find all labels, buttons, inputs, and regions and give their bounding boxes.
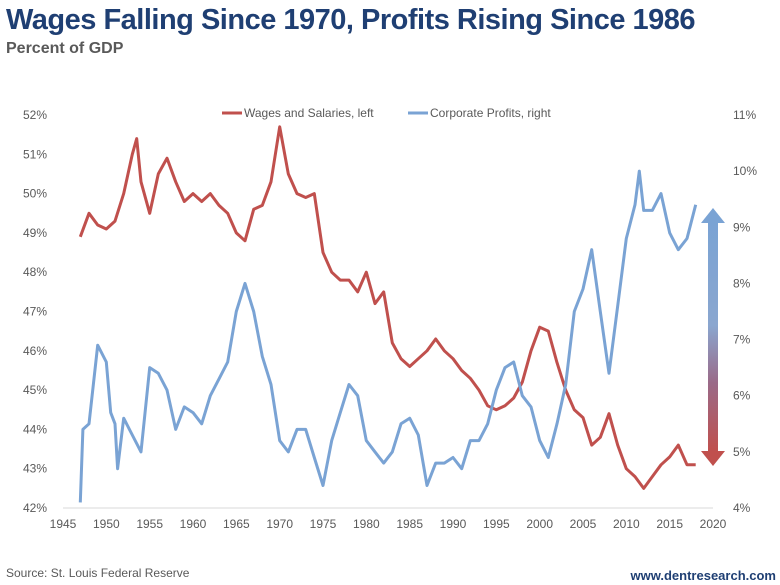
- y-right-tick-label: 9%: [733, 220, 751, 234]
- legend-label-wages: Wages and Salaries, left: [244, 106, 374, 120]
- source-note: Source: St. Louis Federal Reserve: [6, 566, 190, 580]
- chart-title: Wages Falling Since 1970, Profits Rising…: [6, 4, 696, 36]
- y-left-tick-label: 45%: [23, 383, 47, 397]
- y-left-tick-label: 43%: [23, 462, 47, 476]
- y-left-tick-label: 48%: [23, 265, 47, 279]
- x-tick-label: 1965: [223, 517, 250, 531]
- x-tick-label: 1990: [440, 517, 467, 531]
- y-left-tick-label: 52%: [23, 108, 47, 122]
- series-line-profits: [78, 169, 698, 503]
- y-left-tick-label: 49%: [23, 226, 47, 240]
- x-tick-label: 2000: [526, 517, 553, 531]
- arrow-head-down: [701, 451, 725, 466]
- y-left-tick-label: 44%: [23, 422, 47, 436]
- y-right-tick-label: 11%: [733, 108, 756, 122]
- x-tick-label: 1970: [266, 517, 293, 531]
- y-right-tick-label: 6%: [733, 389, 751, 403]
- y-left-tick-label: 42%: [23, 501, 47, 515]
- y-right-tick-label: 7%: [733, 333, 751, 347]
- series-line-wages: [78, 125, 696, 490]
- x-tick-label: 1955: [136, 517, 163, 531]
- y-left-tick-label: 50%: [23, 187, 47, 201]
- x-tick-label: 1975: [310, 517, 337, 531]
- arrow-head-up: [701, 208, 725, 223]
- x-tick-label: 2015: [656, 517, 683, 531]
- y-right-tick-label: 8%: [733, 276, 751, 290]
- arrow-shaft: [708, 222, 718, 452]
- legend: Wages and Salaries, left Corporate Profi…: [222, 106, 551, 120]
- y-left-tick-label: 47%: [23, 305, 47, 319]
- website-link[interactable]: www.dentresearch.com: [630, 568, 776, 583]
- chart-subtitle: Percent of GDP: [6, 40, 124, 57]
- x-tick-label: 2005: [570, 517, 597, 531]
- y-right-tick-label: 4%: [733, 501, 751, 515]
- y-left-tick-label: 51%: [23, 147, 47, 161]
- x-tick-label: 1995: [483, 517, 510, 531]
- x-tick-label: 1950: [93, 517, 120, 531]
- y-right-tick-label: 5%: [733, 445, 751, 459]
- x-tick-label: 1960: [180, 517, 207, 531]
- y-left-tick-label: 46%: [23, 344, 47, 358]
- x-tick-label: 1980: [353, 517, 380, 531]
- y-right-tick-label: 10%: [733, 164, 757, 178]
- x-tick-label: 1945: [50, 517, 77, 531]
- x-tick-label: 2010: [613, 517, 640, 531]
- x-tick-label: 1985: [396, 517, 423, 531]
- x-tick-label: 2020: [700, 517, 727, 531]
- legend-label-profits: Corporate Profits, right: [430, 106, 551, 120]
